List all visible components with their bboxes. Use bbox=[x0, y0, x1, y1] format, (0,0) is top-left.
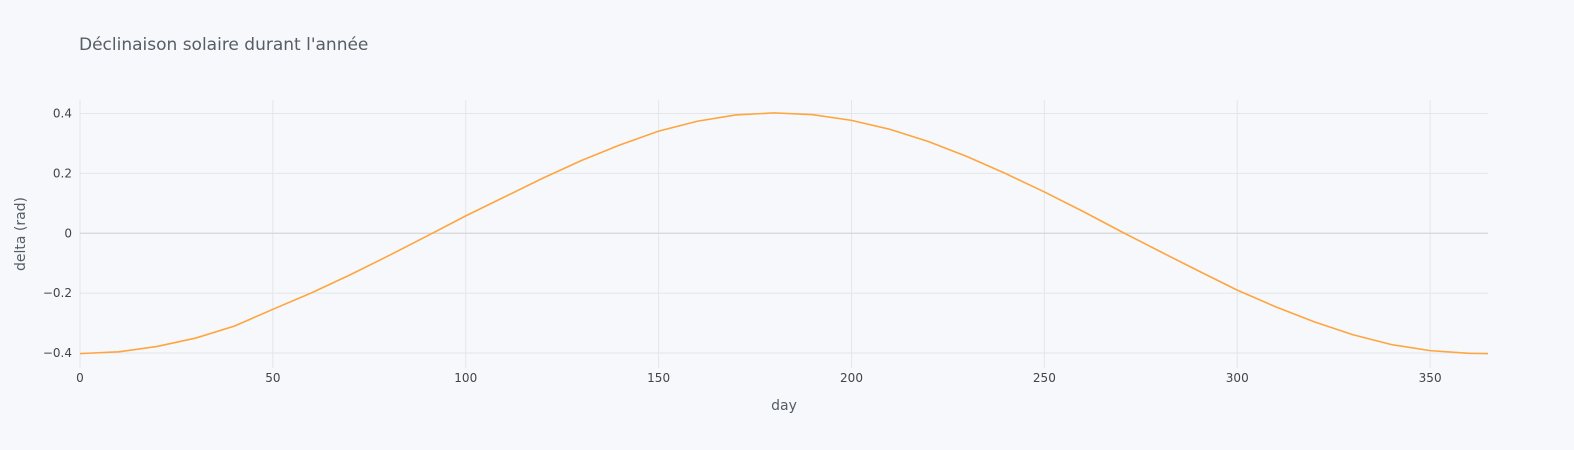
x-tick-label: 200 bbox=[840, 371, 863, 385]
y-tick-label: 0 bbox=[64, 226, 72, 240]
y-axis-label: delta (rad) bbox=[13, 197, 29, 271]
x-tick-label: 0 bbox=[76, 371, 84, 385]
y-grid bbox=[80, 112, 1488, 354]
series-layer bbox=[79, 112, 1489, 355]
x-tick-label: 150 bbox=[647, 371, 670, 385]
x-axis-ticks: 0 50 100 150 200 250 300 350 bbox=[76, 371, 1441, 385]
declination-line bbox=[79, 112, 1489, 355]
y-tick-label: 0.4 bbox=[53, 106, 72, 120]
x-tick-label: 50 bbox=[265, 371, 280, 385]
x-tick-label: 250 bbox=[1033, 371, 1056, 385]
x-tick-label: 100 bbox=[454, 371, 477, 385]
x-grid bbox=[79, 100, 1431, 368]
x-tick-label: 300 bbox=[1226, 371, 1249, 385]
x-tick-label: 350 bbox=[1419, 371, 1442, 385]
chart-title: Déclinaison solaire durant l'année bbox=[79, 35, 368, 55]
y-tick-label: −0.2 bbox=[43, 286, 72, 300]
y-axis-ticks: −0.4 −0.2 0 0.2 0.4 bbox=[43, 106, 72, 360]
x-axis-label: day bbox=[771, 398, 797, 414]
y-tick-label: 0.2 bbox=[53, 166, 72, 180]
y-tick-label: −0.4 bbox=[43, 346, 72, 360]
